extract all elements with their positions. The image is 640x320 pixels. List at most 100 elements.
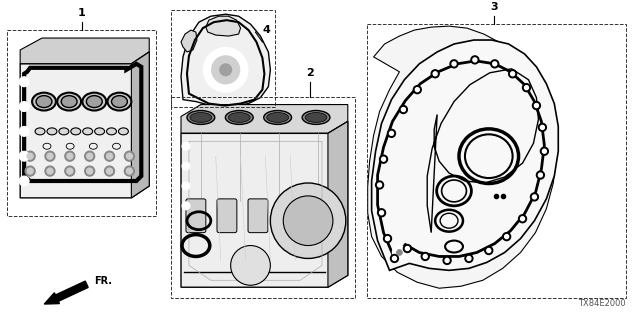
Ellipse shape [118,128,129,135]
Circle shape [19,101,29,111]
Ellipse shape [225,110,253,124]
Ellipse shape [35,128,45,135]
Ellipse shape [71,128,81,135]
Circle shape [485,246,493,254]
Circle shape [423,254,428,259]
Circle shape [399,106,408,114]
Ellipse shape [106,128,116,135]
Ellipse shape [86,96,102,108]
Circle shape [25,166,35,176]
Circle shape [381,157,385,161]
Circle shape [47,168,53,174]
Circle shape [452,62,456,66]
Ellipse shape [302,110,330,124]
Circle shape [385,236,390,241]
Circle shape [538,173,542,177]
Circle shape [392,245,406,260]
FancyBboxPatch shape [279,199,299,233]
Circle shape [534,104,538,108]
Circle shape [270,183,346,259]
Circle shape [182,202,190,210]
Circle shape [540,147,548,155]
Text: TX84E2000: TX84E2000 [578,299,626,308]
Circle shape [532,195,536,199]
Circle shape [531,193,538,201]
Ellipse shape [264,110,292,124]
Polygon shape [367,26,556,288]
Circle shape [204,48,248,92]
Circle shape [65,151,75,161]
Circle shape [27,168,33,174]
Polygon shape [181,14,270,107]
Ellipse shape [187,110,215,124]
Circle shape [445,259,449,262]
Circle shape [19,176,29,186]
Circle shape [473,58,477,62]
Ellipse shape [36,96,52,108]
Circle shape [67,153,73,159]
Ellipse shape [59,128,69,135]
Circle shape [106,168,113,174]
Circle shape [383,235,392,243]
Circle shape [230,245,270,285]
Circle shape [509,70,516,78]
Circle shape [127,153,132,159]
Circle shape [378,209,385,217]
Circle shape [443,256,451,264]
Circle shape [403,244,412,252]
Circle shape [27,153,33,159]
Circle shape [124,166,134,176]
Polygon shape [131,52,149,198]
Circle shape [401,108,405,111]
Circle shape [182,182,190,190]
Circle shape [390,132,394,135]
Ellipse shape [228,113,250,123]
Polygon shape [181,121,348,287]
Circle shape [532,101,540,109]
Ellipse shape [267,113,289,123]
Circle shape [538,124,547,132]
Circle shape [536,171,545,179]
Circle shape [220,64,232,76]
Circle shape [25,151,35,161]
Circle shape [47,153,53,159]
Ellipse shape [95,128,104,135]
Circle shape [502,233,511,241]
Polygon shape [181,105,348,133]
Circle shape [525,86,529,90]
Bar [171,10,275,107]
Circle shape [182,162,190,170]
Circle shape [19,151,29,161]
Circle shape [522,84,531,92]
Circle shape [84,166,95,176]
Polygon shape [20,52,149,198]
Ellipse shape [190,113,212,123]
Circle shape [45,166,55,176]
Circle shape [540,125,545,129]
Ellipse shape [111,96,127,108]
Text: 3: 3 [490,2,497,12]
Circle shape [415,88,419,92]
Circle shape [104,151,115,161]
Circle shape [19,126,29,136]
Text: 4: 4 [262,25,270,35]
Bar [7,30,156,216]
FancyArrow shape [44,281,88,304]
Circle shape [520,217,525,221]
Polygon shape [328,121,348,287]
Ellipse shape [57,93,81,110]
Circle shape [405,246,410,251]
Circle shape [467,256,471,260]
Circle shape [450,60,458,68]
Circle shape [413,86,421,94]
Circle shape [124,151,134,161]
Circle shape [45,151,55,161]
Text: 1: 1 [78,8,86,18]
FancyBboxPatch shape [248,199,268,233]
Circle shape [380,155,387,163]
Circle shape [127,168,132,174]
Circle shape [182,142,190,150]
Ellipse shape [32,93,56,110]
Polygon shape [206,16,241,36]
Ellipse shape [305,113,327,123]
